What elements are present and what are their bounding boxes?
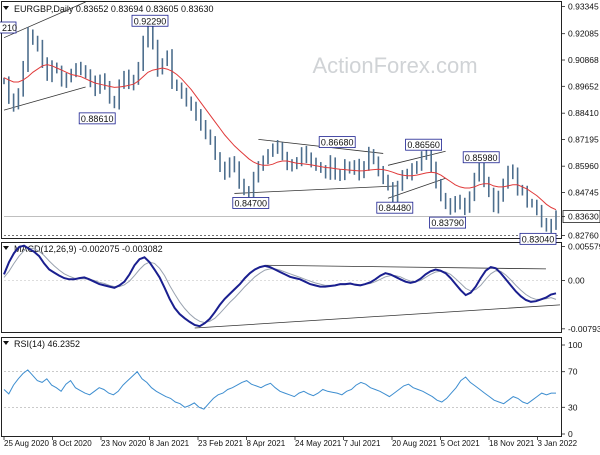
price-axis-label: 0.85960 [568, 161, 599, 171]
trendline-upper-left [3, 1, 86, 39]
price-plot: 0.92290 0.88610 0.84700 0.86680 0.84480 0.865… [0, 1, 560, 245]
price-label-box [519, 232, 557, 245]
x-axis-label: 7 Jul 2021 [344, 439, 381, 448]
rsi-axis-label: 0 [568, 429, 573, 439]
price-label-text: 0.83790 [431, 218, 464, 228]
trendline-lower-mid [234, 185, 398, 194]
price-axis-label: 0.84745 [568, 187, 599, 197]
macd-dropdown-icon [3, 246, 9, 250]
price-header: EURGBP,Daily 0.83652 0.83694 0.83605 0.8… [14, 4, 214, 14]
macd-title: MACD(12,26,9) -0.002075 -0.003082 [14, 244, 163, 254]
macd-axis-label: 0.005579 [568, 241, 600, 251]
price-label-text: 0.84700 [235, 198, 268, 208]
rsi-dropdown-icon [3, 341, 9, 345]
x-axis-label: 23 Feb 2021 [198, 439, 243, 448]
price-label-text: 210 [2, 23, 17, 33]
price-label-box [131, 14, 169, 27]
rsi-line [3, 369, 556, 410]
macd-y-axis: 0.005579 0.00 -0.007931 [561, 241, 600, 334]
x-axis-label: 23 Nov 2020 [101, 439, 147, 448]
x-axis-label: 24 May 2021 [295, 439, 342, 448]
macd-axis-label: 0.00 [568, 275, 585, 285]
price-label-box [405, 138, 443, 151]
rsi-axis-label: 70 [568, 367, 578, 377]
rsi-plot [3, 369, 560, 410]
x-axis-label: 18 Nov 2021 [489, 439, 535, 448]
macd-panel-border [1, 242, 562, 333]
macd-trendline-lower [194, 304, 561, 329]
price-axis-label: 0.90868 [568, 55, 599, 65]
price-panel-border [1, 1, 562, 239]
price-axis-label: 0.93345 [568, 1, 599, 11]
price-axis-label: 0.92085 [568, 29, 599, 39]
macd-axis-label: -0.007931 [568, 324, 600, 334]
price-label-text: 0.86680 [321, 138, 354, 148]
rsi-axis-label: 100 [568, 340, 582, 350]
price-label-box [429, 216, 467, 229]
macd-plot [3, 244, 561, 329]
macd-line [3, 244, 557, 328]
price-label-box [376, 201, 414, 214]
price-label-text: 0.85980 [465, 153, 498, 163]
price-label-box [232, 197, 270, 209]
rsi-title: RSI(14) 46.2352 [14, 339, 80, 349]
macd-signal-line [3, 247, 557, 324]
price-axis-label: 0.82760 [568, 230, 599, 240]
rsi-y-axis: 100 70 30 0 [561, 340, 582, 439]
x-axis-label: 8 Jan 2021 [150, 439, 190, 448]
rsi-panel-border [1, 337, 562, 437]
x-axis-label: 5 Oct 2021 [441, 439, 481, 448]
x-axis-label: 25 Aug 2020 [4, 439, 49, 448]
price-label-box [0, 21, 17, 34]
price-label-text: 0.86560 [407, 140, 440, 150]
rsi-axis-label: 30 [568, 402, 578, 412]
price-label-box [78, 112, 116, 125]
watermark: ActionForex.com [312, 53, 477, 78]
price-label-text: 0.92290 [134, 16, 167, 26]
price-header-dropdown-icon [3, 6, 9, 10]
price-label-text: 0.83040 [522, 234, 555, 244]
price-axis-label: 0.87195 [568, 134, 599, 144]
macd-trendline-upper [264, 264, 546, 270]
price-axis-label: 0.88410 [568, 108, 599, 118]
price-label-text: 0.84480 [379, 203, 412, 213]
price-axis-label: 0.89652 [568, 81, 599, 91]
price-axis-label: 0.83630 [568, 212, 599, 222]
x-axis-label: 8 Apr 2021 [247, 439, 286, 448]
price-label-text: 0.88610 [81, 114, 114, 124]
price-label-box [462, 151, 500, 164]
moving-average-line [3, 64, 557, 211]
x-axis-label: 3 Jan 2022 [538, 439, 578, 448]
price-label-box [318, 136, 356, 149]
trendline-upper-right [387, 150, 446, 166]
x-axis-label: 8 Oct 2020 [53, 439, 93, 448]
time-x-axis: 25 Aug 2020 8 Oct 2020 23 Nov 2020 8 Jan 20… [3, 436, 578, 448]
price-y-axis: 0.93345 0.92085 0.90868 0.89652 0.88410 0.871… [561, 1, 600, 240]
x-axis-label: 20 Aug 2021 [392, 439, 437, 448]
